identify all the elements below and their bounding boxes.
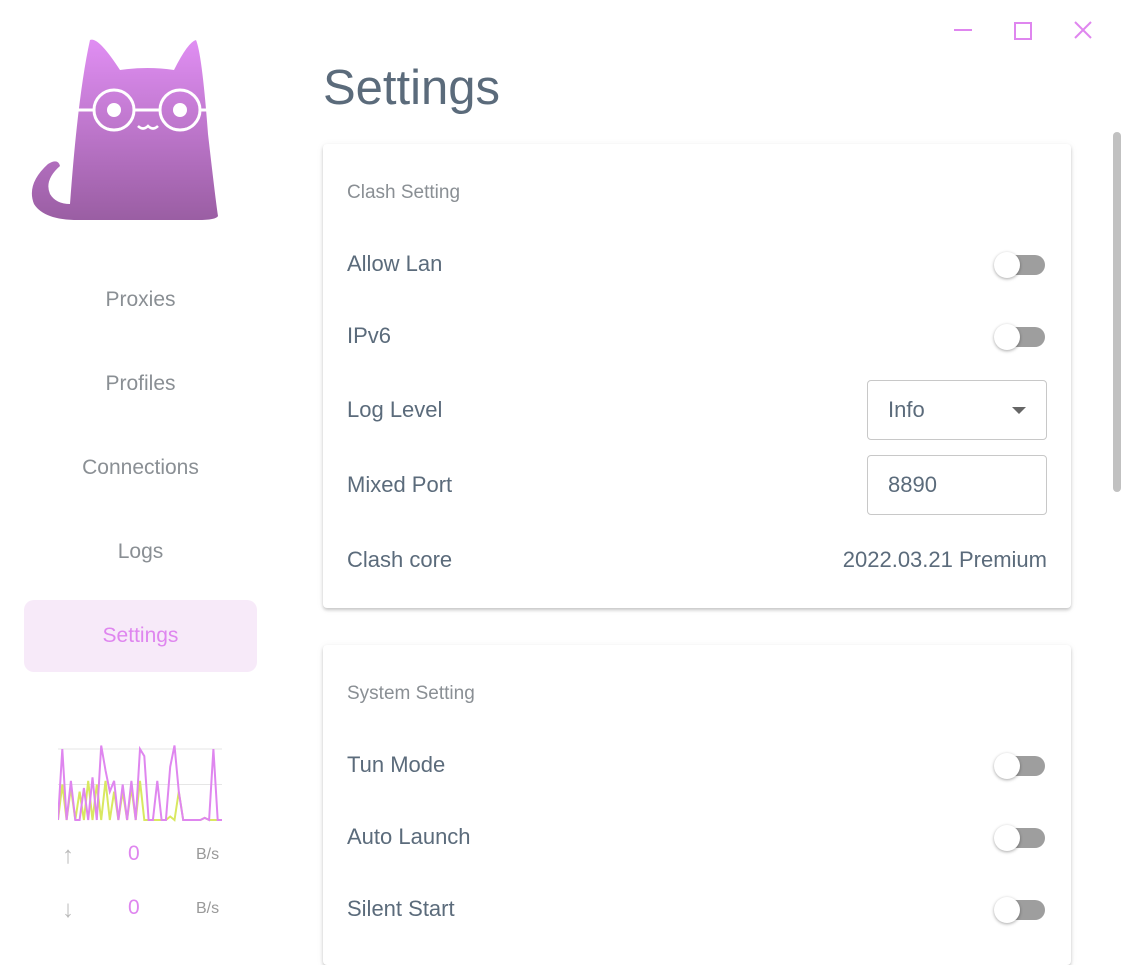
- ipv6-toggle[interactable]: [991, 321, 1047, 351]
- minimize-icon[interactable]: [948, 16, 978, 46]
- mixed-port-row: Mixed Port 8890: [347, 455, 1047, 515]
- clash-setting-card: Clash Setting Allow Lan IPv6 Log Level I…: [323, 144, 1071, 608]
- nav-proxies[interactable]: Proxies: [105, 288, 176, 311]
- upload-unit: B/s: [196, 846, 220, 863]
- mixed-port-input[interactable]: 8890: [867, 455, 1047, 515]
- download-unit: B/s: [196, 900, 220, 917]
- log-level-row: Log Level Info: [347, 380, 1047, 440]
- mixed-port-value: 8890: [888, 472, 937, 497]
- nav-logs[interactable]: Logs: [117, 540, 164, 563]
- close-icon[interactable]: [1068, 16, 1098, 46]
- silent-start-toggle[interactable]: [991, 894, 1047, 924]
- card-title: System Setting: [347, 683, 475, 704]
- download-speed: ↓ 0 B/s: [58, 896, 228, 926]
- allow-lan-label: Allow Lan: [347, 251, 443, 276]
- system-setting-card: System Setting Tun Mode Auto Launch Sile…: [323, 645, 1071, 965]
- traffic-line-purple: [58, 745, 222, 822]
- caret-down-icon: [1012, 407, 1026, 414]
- tun-mode-row: Tun Mode: [347, 745, 1047, 785]
- page-title: Settings: [323, 61, 501, 115]
- log-level-label: Log Level: [347, 397, 443, 422]
- log-level-value: Info: [888, 397, 925, 422]
- silent-start-row: Silent Start: [347, 889, 1047, 929]
- ipv6-label: IPv6: [347, 323, 392, 348]
- mixed-port-label: Mixed Port: [347, 472, 453, 497]
- clash-core-row: Clash core 2022.03.21 Premium: [347, 540, 1047, 580]
- nav-settings[interactable]: Settings: [24, 600, 257, 672]
- upload-speed: ↑ 0 B/s: [58, 842, 228, 872]
- nav-profiles[interactable]: Profiles: [105, 372, 176, 395]
- auto-launch-toggle[interactable]: [991, 822, 1047, 852]
- clash-core-label: Clash core: [347, 547, 453, 572]
- tun-mode-toggle[interactable]: [991, 750, 1047, 780]
- traffic-graph: [58, 745, 222, 822]
- arrow-up-icon: ↑: [62, 842, 74, 869]
- arrow-down-icon: ↓: [62, 896, 74, 923]
- scrollbar[interactable]: [1113, 132, 1121, 492]
- download-value: 0: [128, 896, 140, 919]
- cat-logo: [31, 39, 218, 220]
- upload-value: 0: [128, 842, 140, 865]
- allow-lan-row: Allow Lan: [347, 244, 1047, 284]
- silent-start-label: Silent Start: [347, 896, 455, 921]
- sidebar: Proxies Profiles Connections Logs Settin…: [0, 0, 280, 937]
- auto-launch-row: Auto Launch: [347, 817, 1047, 857]
- card-title: Clash Setting: [347, 182, 461, 203]
- nav-connections[interactable]: Connections: [82, 456, 199, 479]
- tun-mode-label: Tun Mode: [347, 752, 446, 777]
- log-level-select[interactable]: Info: [867, 380, 1047, 440]
- clash-core-version: 2022.03.21 Premium: [842, 547, 1047, 572]
- maximize-icon[interactable]: [1008, 16, 1038, 46]
- ipv6-row: IPv6: [347, 316, 1047, 356]
- allow-lan-toggle[interactable]: [991, 249, 1047, 279]
- auto-launch-label: Auto Launch: [347, 824, 471, 849]
